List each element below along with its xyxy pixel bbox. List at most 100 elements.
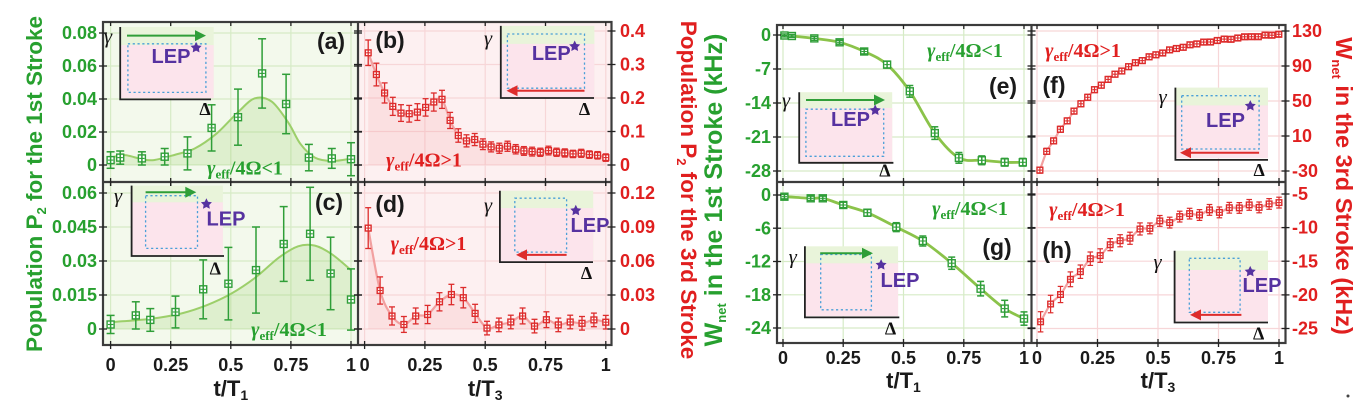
svg-text:0.045: 0.045 bbox=[52, 217, 97, 237]
svg-text:0: 0 bbox=[87, 155, 97, 175]
svg-text:Δ: Δ bbox=[210, 259, 221, 279]
svg-text:0.25: 0.25 bbox=[826, 348, 861, 368]
svg-text:γ: γ bbox=[484, 195, 493, 217]
svg-text:130: 130 bbox=[1292, 21, 1322, 41]
svg-text:-24: -24 bbox=[745, 318, 771, 338]
svg-text:0: 0 bbox=[1032, 348, 1042, 368]
svg-text:0.12: 0.12 bbox=[620, 183, 655, 203]
svg-text:Wnet​ in the 3rd Stroke (kHz): Wnet​ in the 3rd Stroke (kHz) bbox=[1329, 37, 1353, 335]
svg-text:-6: -6 bbox=[755, 218, 771, 238]
svg-text:0: 0 bbox=[620, 319, 630, 339]
svg-text:1: 1 bbox=[1274, 348, 1284, 368]
svg-text:0.5: 0.5 bbox=[1145, 348, 1170, 368]
svg-text:0.015: 0.015 bbox=[52, 285, 97, 305]
svg-text:0.75: 0.75 bbox=[946, 348, 981, 368]
svg-text:LEP: LEP bbox=[532, 43, 571, 65]
svg-text:-5: -5 bbox=[1292, 184, 1308, 204]
svg-text:-20: -20 bbox=[1292, 285, 1318, 305]
svg-text:-25: -25 bbox=[1292, 319, 1318, 339]
svg-text:0.75: 0.75 bbox=[273, 355, 308, 375]
svg-text:0.5: 0.5 bbox=[473, 355, 498, 375]
svg-text:0.5: 0.5 bbox=[891, 348, 916, 368]
svg-text:1: 1 bbox=[1019, 348, 1029, 368]
svg-text:0.25: 0.25 bbox=[1080, 348, 1115, 368]
svg-text:0: 0 bbox=[761, 185, 771, 205]
svg-text:0.75: 0.75 bbox=[1201, 348, 1236, 368]
svg-text:0.06: 0.06 bbox=[62, 56, 97, 76]
svg-text:0.4: 0.4 bbox=[620, 21, 645, 41]
svg-text:-21: -21 bbox=[745, 127, 771, 147]
svg-text:(e): (e) bbox=[989, 73, 1017, 99]
svg-text:0.02: 0.02 bbox=[62, 122, 97, 142]
svg-text:0.09: 0.09 bbox=[620, 217, 655, 237]
svg-text:0: 0 bbox=[360, 355, 370, 375]
svg-text:0.2: 0.2 bbox=[620, 88, 645, 108]
svg-text:-12: -12 bbox=[745, 252, 771, 272]
svg-text:Population P2​ for the 1st Str: Population P2​ for the 1st Stroke bbox=[22, 16, 49, 352]
svg-text:-28: -28 bbox=[745, 161, 771, 181]
svg-text:LEP: LEP bbox=[881, 270, 920, 292]
svg-text:0.5: 0.5 bbox=[218, 355, 243, 375]
svg-text:(h): (h) bbox=[1042, 237, 1071, 263]
svg-text:LEP: LEP bbox=[571, 215, 610, 237]
svg-text:Δ: Δ bbox=[581, 263, 592, 283]
svg-text:(b): (b) bbox=[375, 27, 404, 53]
svg-text:γeff/4Ω<1: γeff/4Ω<1 bbox=[251, 319, 327, 343]
svg-text:0.03: 0.03 bbox=[620, 285, 655, 305]
svg-text:LEP: LEP bbox=[1206, 110, 1245, 132]
svg-text:Δ: Δ bbox=[199, 99, 210, 119]
svg-text:(g): (g) bbox=[982, 234, 1011, 260]
svg-text:-14: -14 bbox=[745, 93, 771, 113]
svg-text:γeff/4Ω>1: γeff/4Ω>1 bbox=[391, 233, 467, 257]
svg-text:0: 0 bbox=[87, 319, 97, 339]
svg-text:0.06: 0.06 bbox=[62, 183, 97, 203]
svg-text:1: 1 bbox=[601, 355, 611, 375]
svg-text:10: 10 bbox=[1292, 126, 1312, 146]
svg-text:90: 90 bbox=[1292, 56, 1312, 76]
svg-text:γ: γ bbox=[789, 246, 798, 268]
svg-text:(a): (a) bbox=[317, 28, 345, 54]
svg-text:-18: -18 bbox=[745, 285, 771, 305]
svg-text:Wnet​ in the 1st Stroke (kHz): Wnet​ in the 1st Stroke (kHz) bbox=[700, 34, 729, 347]
svg-text:γ: γ bbox=[1154, 252, 1163, 274]
svg-text:γ: γ bbox=[114, 186, 123, 208]
svg-text:Δ: Δ bbox=[885, 319, 896, 339]
svg-text:Population P2​ for the 3rd Str: Population P2​ for the 3rd Stroke bbox=[674, 21, 701, 360]
svg-text:-15: -15 bbox=[1292, 251, 1318, 271]
svg-text:0.03: 0.03 bbox=[62, 251, 97, 271]
svg-text:LEP: LEP bbox=[207, 209, 246, 231]
svg-text:γeff/4Ω>1: γeff/4Ω>1 bbox=[386, 150, 462, 174]
svg-text:(d): (d) bbox=[375, 191, 404, 217]
svg-text:50: 50 bbox=[1292, 91, 1312, 111]
svg-text:γ: γ bbox=[104, 26, 113, 48]
svg-text:0: 0 bbox=[106, 355, 116, 375]
svg-text:0.3: 0.3 bbox=[620, 55, 645, 75]
svg-text:0: 0 bbox=[761, 25, 771, 45]
svg-text:γeff/4Ω>1: γeff/4Ω>1 bbox=[1045, 40, 1121, 64]
svg-text:γeff/4Ω<1: γeff/4Ω<1 bbox=[932, 198, 1008, 222]
svg-text:0.08: 0.08 bbox=[62, 23, 97, 43]
svg-text:γeff/4Ω>1: γeff/4Ω>1 bbox=[1049, 199, 1125, 223]
svg-text:0.25: 0.25 bbox=[153, 355, 188, 375]
svg-text:γ: γ bbox=[484, 28, 493, 50]
svg-text:0: 0 bbox=[620, 155, 630, 175]
svg-text:(c): (c) bbox=[315, 189, 343, 215]
svg-text:0.04: 0.04 bbox=[62, 89, 97, 109]
svg-text:0.75: 0.75 bbox=[528, 355, 563, 375]
svg-text:-7: -7 bbox=[755, 59, 771, 79]
svg-text:γ: γ bbox=[1159, 87, 1168, 109]
svg-text:0.06: 0.06 bbox=[620, 251, 655, 271]
svg-text:0.25: 0.25 bbox=[407, 355, 442, 375]
svg-text:LEP: LEP bbox=[831, 109, 870, 131]
svg-text:Δ: Δ bbox=[879, 161, 890, 181]
svg-text:-30: -30 bbox=[1292, 161, 1318, 181]
svg-text:γeff/4Ω<1: γeff/4Ω<1 bbox=[207, 158, 283, 182]
svg-text:0: 0 bbox=[778, 348, 788, 368]
svg-text:γ: γ bbox=[782, 90, 791, 112]
svg-text:LEP: LEP bbox=[152, 46, 191, 68]
svg-text:Δ: Δ bbox=[1253, 324, 1264, 344]
svg-text:1: 1 bbox=[346, 355, 356, 375]
svg-text:γeff/4Ω<1: γeff/4Ω<1 bbox=[927, 40, 1003, 64]
svg-text:(f): (f) bbox=[1043, 72, 1066, 98]
svg-text:-10: -10 bbox=[1292, 218, 1318, 238]
